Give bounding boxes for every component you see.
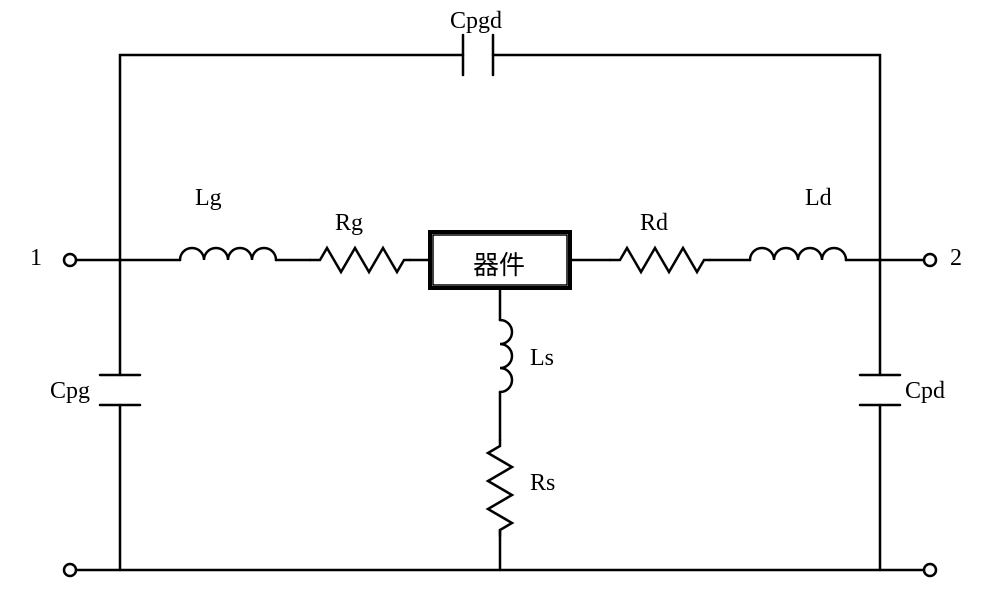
inductor-ld xyxy=(750,248,846,260)
circuit-diagram: 1 2 Cpgd Cpg Cpd Lg Ld Ls Rg Rd Rs 器件 xyxy=(0,0,1000,614)
cpgd-label: Cpgd xyxy=(450,8,502,35)
resistor-rs xyxy=(488,440,512,536)
wire-cpgd-left xyxy=(120,55,463,260)
lg-label: Lg xyxy=(195,185,222,212)
device-label: 器件 xyxy=(473,245,525,282)
inductor-lg xyxy=(180,248,276,260)
resistor-rg xyxy=(310,248,410,272)
cpg-label: Cpg xyxy=(50,378,90,405)
resistor-rd xyxy=(610,248,710,272)
terminal-gnd-left xyxy=(64,564,76,576)
rs-label: Rs xyxy=(530,470,555,497)
cpd-label: Cpd xyxy=(905,378,945,405)
circuit-svg xyxy=(0,0,1000,614)
wire-cpgd-right xyxy=(493,55,880,260)
terminal-port2 xyxy=(924,254,936,266)
terminal-port1 xyxy=(64,254,76,266)
ls-label: Ls xyxy=(530,345,554,372)
port2-label: 2 xyxy=(950,245,962,272)
rg-label: Rg xyxy=(335,210,363,237)
ld-label: Ld xyxy=(805,185,832,212)
port1-label: 1 xyxy=(30,245,42,272)
rd-label: Rd xyxy=(640,210,668,237)
inductor-ls xyxy=(500,320,512,392)
terminal-gnd-right xyxy=(924,564,936,576)
